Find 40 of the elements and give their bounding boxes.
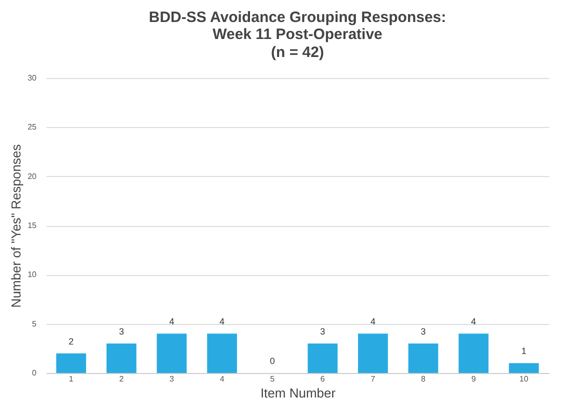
x-tick-label: 8	[421, 374, 426, 384]
x-tick-label: 7	[370, 374, 376, 384]
bar	[508, 363, 539, 373]
x-tick-label: 10	[519, 374, 529, 384]
y-tick-label: 25	[28, 122, 38, 132]
data-label: 2	[68, 336, 74, 346]
x-tick-label: 1	[68, 374, 74, 384]
y-tick-label: 5	[32, 319, 38, 328]
bar	[308, 344, 338, 373]
y-tick-label: 10	[28, 270, 38, 280]
data-label: 0	[270, 356, 275, 366]
bar	[156, 334, 187, 373]
bar	[408, 344, 438, 373]
bar	[207, 334, 237, 373]
data-label: 3	[118, 326, 124, 336]
y-tick-label: 20	[28, 172, 38, 181]
bar	[358, 334, 388, 373]
y-tick-label: 30	[28, 74, 38, 82]
x-tick-label: 5	[270, 374, 276, 384]
x-tick-label: 9	[471, 374, 476, 384]
data-label: 4	[220, 316, 225, 327]
data-label: 4	[169, 316, 174, 327]
y-tick-label: 0	[32, 368, 38, 378]
bar	[106, 344, 136, 373]
bar	[56, 353, 86, 373]
x-tick-label: 6	[320, 374, 326, 384]
chart-subtitle: (n = 42)	[271, 44, 324, 61]
data-label: 3	[320, 326, 326, 336]
y-axis-title: Number of "Yes" Responses	[8, 144, 24, 308]
x-tick-label: 4	[220, 374, 225, 384]
chart-title: BDD-SS Avoidance Grouping Responses: Week 11 Post-Operative	[148, 9, 446, 43]
x-tick-label: 2	[119, 374, 124, 384]
y-tick-label: 15	[28, 221, 38, 230]
data-label: 1	[521, 346, 526, 356]
x-axis-title: Item Number	[260, 386, 336, 400]
x-tick-label: 3	[170, 374, 175, 384]
bar	[458, 334, 488, 373]
data-label: 3	[420, 326, 426, 336]
data-label: 4	[471, 316, 476, 327]
data-label: 4	[370, 316, 376, 327]
